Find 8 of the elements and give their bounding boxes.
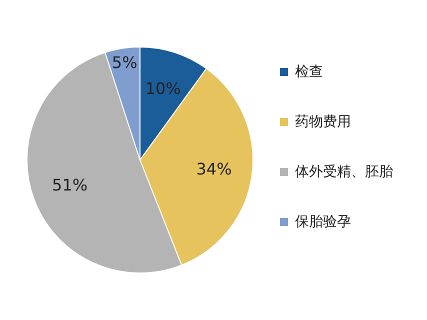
legend-label: 药物费用	[295, 114, 351, 130]
legend-label: 检查	[295, 64, 323, 80]
legend-label: 体外受精、胚胎	[295, 164, 393, 180]
legend-label: 保胎验孕	[295, 214, 351, 230]
data-label: 34%	[196, 159, 232, 178]
data-label: 10%	[145, 79, 181, 98]
data-label: 5%	[112, 52, 138, 72]
data-label: 51%	[52, 175, 88, 194]
